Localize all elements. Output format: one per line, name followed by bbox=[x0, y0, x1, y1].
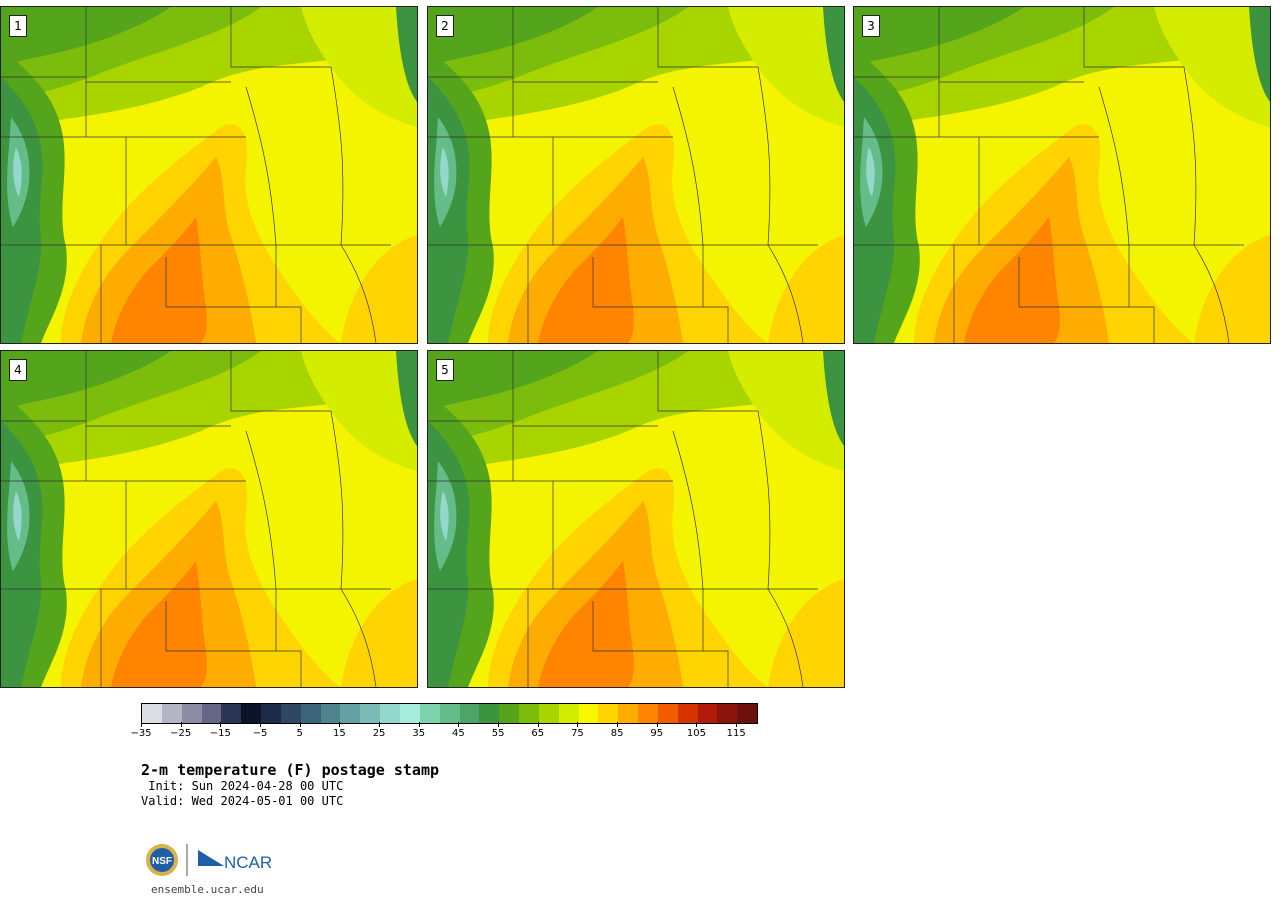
colorbar-tick bbox=[696, 722, 698, 727]
colorbar-segment bbox=[538, 704, 559, 723]
nsf-seal-text: NSF bbox=[152, 856, 172, 867]
colorbar-tick bbox=[498, 722, 500, 727]
colorbar-tick bbox=[577, 722, 579, 727]
colorbar-tick bbox=[458, 722, 460, 727]
colorbar-tick-label: 105 bbox=[686, 728, 707, 739]
colorbar-tick bbox=[736, 722, 738, 727]
temperature-map bbox=[854, 7, 1270, 343]
colorbar-tick-label: −5 bbox=[252, 728, 268, 739]
colorbar-tick-label: 45 bbox=[452, 728, 465, 739]
colorbar-segment bbox=[142, 704, 162, 723]
colorbar-tick bbox=[299, 722, 301, 727]
colorbar-tick-label: 85 bbox=[610, 728, 624, 739]
colorbar-segment bbox=[340, 704, 361, 723]
colorbar-segment bbox=[558, 704, 579, 723]
temperature-map bbox=[1, 351, 417, 687]
colorbar-segment bbox=[280, 704, 301, 723]
colorbar-segment bbox=[459, 704, 480, 723]
colorbar-segment bbox=[578, 704, 599, 723]
colorbar-tick bbox=[379, 722, 381, 727]
colorbar-segment bbox=[181, 704, 202, 723]
colorbar-tick-label: −15 bbox=[209, 728, 231, 739]
temperature-map bbox=[428, 351, 844, 687]
colorbar-tick-label: −25 bbox=[170, 728, 192, 739]
colorbar-tick bbox=[537, 722, 539, 727]
panel-number-label: 2 bbox=[436, 15, 454, 37]
colorbar-segment bbox=[161, 704, 182, 723]
colorbar-tick-label: 15 bbox=[333, 728, 346, 739]
colorbar-segment bbox=[380, 704, 400, 723]
colorbar-segment bbox=[300, 704, 321, 723]
colorbar-tick bbox=[260, 722, 262, 727]
colorbar-tick bbox=[180, 722, 182, 727]
temperature-map bbox=[428, 7, 844, 343]
panel-number-label: 1 bbox=[9, 15, 27, 37]
colorbar-segment bbox=[657, 704, 678, 723]
colorbar-segment bbox=[201, 704, 222, 723]
colorbar-segment bbox=[261, 704, 281, 723]
website-url: ensemble.ucar.edu bbox=[151, 883, 264, 896]
ncar-wordmark: NCAR bbox=[224, 853, 272, 872]
colorbar-tick bbox=[617, 722, 619, 727]
colorbar-segment bbox=[598, 704, 619, 723]
colorbar-tick bbox=[339, 722, 341, 727]
forecast-panel-1[interactable]: 1 bbox=[0, 6, 418, 344]
colorbar-tick-label: 55 bbox=[491, 728, 505, 739]
colorbar-segment bbox=[519, 704, 539, 723]
colorbar-segment bbox=[499, 704, 520, 723]
temperature-colorbar bbox=[141, 703, 758, 724]
colorbar-tick bbox=[418, 722, 420, 727]
colorbar-tick bbox=[141, 722, 142, 727]
colorbar-tick-label: 115 bbox=[726, 728, 746, 739]
colorbar-segment bbox=[638, 704, 658, 723]
colorbar-segment bbox=[479, 704, 500, 723]
forecast-panel-5[interactable]: 5 bbox=[427, 350, 845, 688]
nsf-ncar-logo: NSF NCAR bbox=[144, 842, 274, 880]
colorbar-segment bbox=[697, 704, 718, 723]
valid-time: Valid: Wed 2024-05-01 00 UTC bbox=[141, 794, 344, 808]
colorbar-segment bbox=[737, 704, 758, 723]
ncar-swoosh-icon bbox=[198, 850, 224, 866]
forecast-panel-3[interactable]: 3 bbox=[853, 6, 1271, 344]
colorbar-tick-label: 95 bbox=[650, 728, 664, 739]
colorbar-segment bbox=[241, 704, 262, 723]
temperature-map bbox=[1, 7, 417, 343]
forecast-panel-2[interactable]: 2 bbox=[427, 6, 845, 344]
panel-number-label: 4 bbox=[9, 359, 27, 381]
chart-title: 2-m temperature (F) postage stamp bbox=[141, 761, 440, 779]
colorbar-tick-label: 5 bbox=[296, 728, 303, 739]
colorbar-segment bbox=[677, 704, 698, 723]
colorbar-segment bbox=[618, 704, 639, 723]
colorbar-ticks: −35 −25 −15 −5 5 15 25 35 45 55 65 75 85 95 105 115 bbox=[130, 722, 756, 742]
colorbar-segment bbox=[717, 704, 738, 723]
colorbar-segment bbox=[360, 704, 381, 723]
colorbar-tick-label: 65 bbox=[531, 728, 545, 739]
colorbar-tick bbox=[220, 722, 222, 727]
colorbar-tick-label: 75 bbox=[571, 728, 584, 739]
colorbar-segment bbox=[439, 704, 460, 723]
colorbar-segment bbox=[419, 704, 440, 723]
panel-number-label: 3 bbox=[862, 15, 880, 37]
colorbar-tick-label: 25 bbox=[372, 728, 386, 739]
init-time: Init: Sun 2024-04-28 00 UTC bbox=[141, 779, 344, 793]
colorbar-tick-label: −35 bbox=[130, 728, 152, 739]
colorbar-tick bbox=[656, 722, 658, 727]
colorbar-segment bbox=[320, 704, 341, 723]
panel-number-label: 5 bbox=[436, 359, 454, 381]
forecast-panel-4[interactable]: 4 bbox=[0, 350, 418, 688]
colorbar-segment bbox=[399, 704, 420, 723]
colorbar-tick-label: 35 bbox=[412, 728, 426, 739]
colorbar-segment bbox=[221, 704, 242, 723]
